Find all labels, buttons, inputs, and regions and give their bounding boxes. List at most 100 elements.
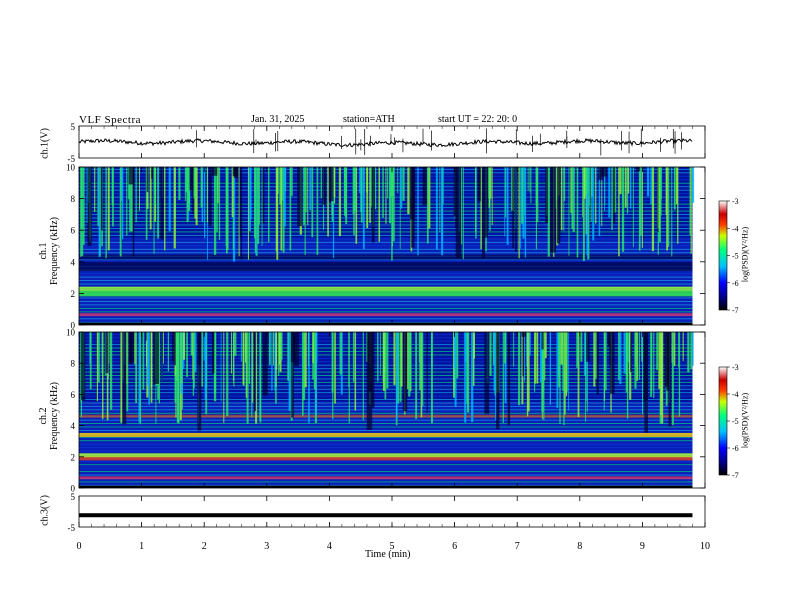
ch1-spectrogram-sferic	[225, 167, 228, 247]
ch2-spectrogram-sferic	[183, 332, 186, 360]
ch2-spectrogram-panel: 0 2 4 6 8 10	[66, 328, 706, 494]
ch2-spectrogram-dark-patch	[484, 332, 490, 414]
ch2-spectrogram-sferic	[274, 332, 276, 391]
ch2-spectrogram-sferic	[692, 332, 694, 366]
ch2-spectrogram-sferic	[585, 332, 587, 422]
ch2-spectrogram-sferic	[176, 332, 179, 423]
ch2-spectrogram-sferic	[220, 332, 222, 402]
ch1-spectrogram-dark-patch	[128, 167, 134, 185]
ch1-spectrogram-sferic	[290, 167, 292, 196]
ch2-spectrogram-sferic	[234, 332, 237, 356]
ch2-spectrogram-sferic	[312, 332, 315, 363]
ch1-spectrogram-sferic	[647, 167, 650, 197]
ch2-spectrogram-sferic	[399, 332, 402, 402]
x-tick-label: 10	[700, 541, 710, 552]
ch2-spectrogram-sferic	[671, 332, 673, 364]
ch1-spectrogram-sferic	[333, 167, 336, 198]
ch2-spectrogram-dark-patch	[541, 332, 544, 350]
ch3-waveform-tick-label: -5	[68, 523, 76, 533]
x-tick-label: 9	[640, 541, 645, 552]
ch1-spectrogram-sferic	[86, 167, 88, 224]
ch2-spectrogram-sferic	[518, 332, 521, 406]
ch2-spectrogram-hum-line	[79, 474, 693, 476]
ch1-spectrogram-dark-patch	[598, 167, 603, 181]
ch2-spectrogram-sferic	[527, 332, 530, 412]
ch2-spectrogram-sferic	[242, 332, 245, 385]
ch1-spectrogram-dark-patch	[455, 167, 457, 229]
ch2-spectrogram-sferic	[102, 332, 104, 420]
ch2-spectrogram-sferic	[308, 332, 310, 424]
ch2-spectrogram-sferic	[193, 332, 195, 389]
ch1-spectrogram-dark-patch	[482, 167, 486, 259]
ch2-spectrogram-sferic	[348, 332, 350, 424]
x-tick-label: 0	[77, 541, 82, 552]
ch1-spectrogram-sferic	[591, 167, 594, 197]
x-tick-label: 6	[452, 541, 457, 552]
ch2-spectrogram-dark-patch	[609, 332, 615, 394]
colorbar2-tick-label: -7	[732, 471, 739, 480]
ch1-spectrogram-sferic	[327, 167, 329, 237]
ch2-spectrogram-sferic	[162, 332, 164, 364]
ch1-spectrogram-dark-patch	[409, 167, 416, 220]
ch1-spectrogram-sferic	[164, 167, 166, 251]
ch1-spectrogram-sferic	[402, 167, 405, 201]
ch1-spectrogram-dark-patch	[328, 167, 334, 202]
ch1-spectrogram-sferic	[618, 167, 620, 257]
ch1-spectrogram-sferic	[627, 167, 630, 194]
colorbar1-tick-label: -5	[732, 252, 739, 261]
ch1-spectrogram-hum-line	[79, 248, 693, 250]
ch1-spectrogram-sferic	[535, 167, 538, 206]
ch1-spectrogram-sferic	[291, 167, 293, 197]
ch1-spectrogram-sferic	[374, 167, 377, 210]
ch1-spectrogram-sferic	[309, 167, 312, 210]
ch2-spectrogram-sferic	[158, 332, 161, 404]
ch2-spectrogram-sferic	[213, 332, 217, 402]
ch1-spectrogram-sferic	[378, 167, 381, 242]
ch1-spectrogram-hum-line	[79, 231, 693, 233]
ch2-spectrogram-sferic	[120, 332, 123, 423]
ch1-spectrogram-dark-patch	[484, 167, 488, 238]
ch1-spectrogram-sferic	[139, 167, 140, 211]
ch2-spectrogram-sferic	[302, 332, 304, 416]
ch2-spectrogram-sferic	[134, 332, 136, 365]
ch1-waveform-ylabel: ch.1(V)	[39, 128, 51, 159]
ch2-spectrogram-hum-line	[79, 460, 693, 462]
ch2-spectrogram-hum-line	[79, 409, 693, 411]
ch1-spectrogram-sferic	[320, 167, 322, 199]
ch2-spectrogram-sferic	[409, 332, 412, 387]
ch1-spectrogram-dark-patch	[477, 167, 481, 202]
ch2-spectrogram-sferic	[454, 332, 456, 368]
ch1-label: ch.1	[38, 242, 49, 260]
ch1-spectrogram-sferic	[254, 167, 256, 253]
ch2-spectrogram-dark-patch	[145, 332, 147, 341]
ch2-spectrogram-sferic	[245, 332, 247, 398]
chart-title: VLF Spectra	[79, 114, 142, 126]
ch2-spectrogram-hum-line	[79, 429, 693, 431]
ch1-spectrogram-sferic	[304, 167, 306, 255]
ch2-spectrogram-hum-line	[79, 467, 693, 469]
ch1-spectrogram-sferic	[255, 167, 257, 256]
ch1-spectrogram-sferic	[154, 167, 156, 206]
ch2-spectrogram-dark-patch	[522, 332, 524, 377]
ch2-spectrogram-sferic	[419, 332, 422, 391]
date-label: Jan. 31, 2025	[251, 114, 305, 125]
ch2-spectrogram-ytick-label: 8	[71, 359, 76, 369]
ch2-spectrogram-sferic	[313, 332, 317, 390]
ch2-spectrogram-sferic	[255, 332, 258, 424]
ch1-spectrogram-sferic	[385, 167, 387, 224]
ch2-spectrogram-sferic	[89, 332, 92, 390]
ch1-spectrogram-sferic	[488, 167, 490, 199]
ch2-spectrogram-sferic	[593, 332, 596, 387]
ch2-spectrogram-dark-patch	[80, 332, 86, 401]
ch2-spectrogram-sferic	[382, 332, 385, 391]
ch1-spectrogram-sferic	[624, 167, 627, 208]
ch1-spectrogram-dark-patch	[160, 167, 164, 240]
ch1-spectrogram-sferic	[583, 167, 584, 228]
ch1-spectrogram-sferic	[80, 167, 82, 257]
ch1-spectrogram-dark-patch	[87, 167, 92, 246]
ch1-spectrogram-sferic	[311, 167, 314, 238]
ch1-spectrogram-sferic	[157, 167, 159, 239]
ch1-spectrogram-hum-line	[79, 307, 693, 309]
ch2-spectrogram-dark-patch	[153, 332, 160, 384]
ch2-spectrogram-sferic	[135, 332, 138, 404]
